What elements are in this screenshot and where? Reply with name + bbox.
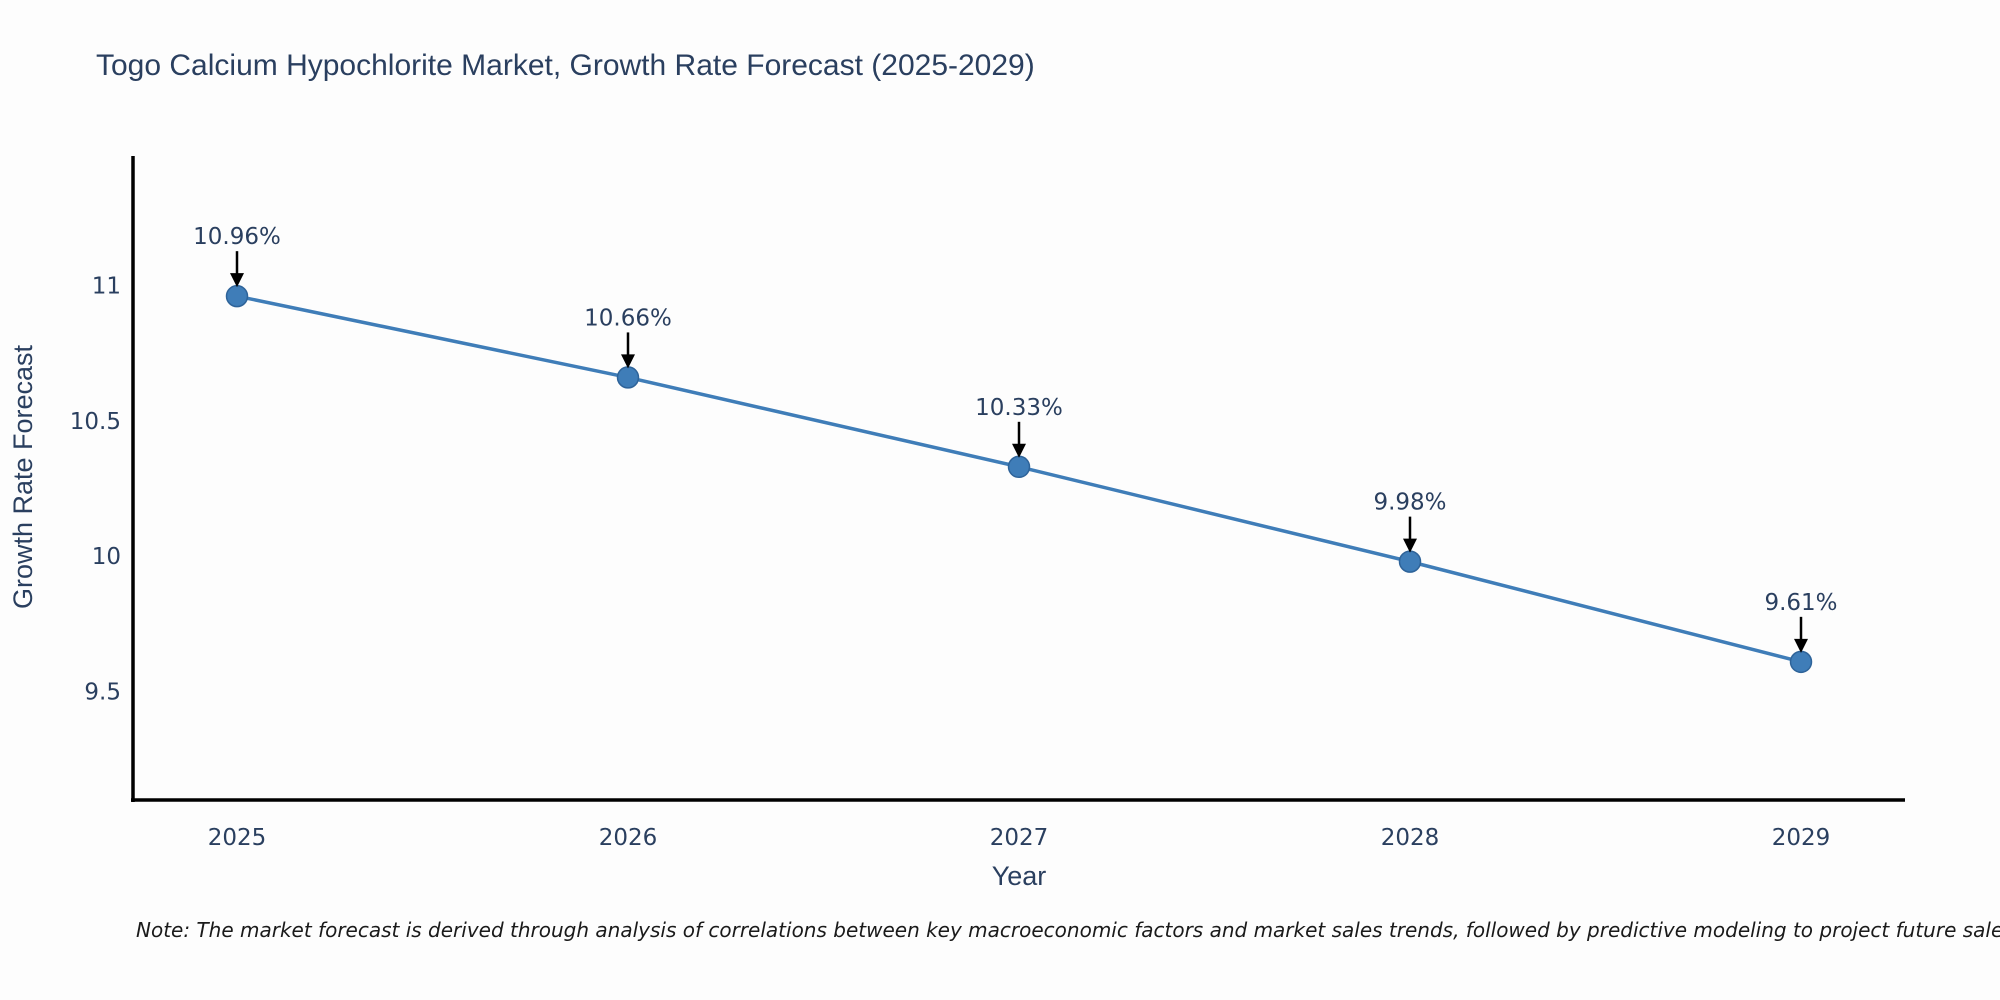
x-axis-title: Year bbox=[992, 861, 1047, 891]
annotation: 9.98% bbox=[1373, 490, 1447, 553]
annotation: 10.66% bbox=[584, 305, 672, 369]
y-tick-label: 9.5 bbox=[84, 680, 121, 706]
data-point bbox=[1398, 550, 1422, 573]
annotation: 10.33% bbox=[975, 395, 1063, 458]
annotation: 9.61% bbox=[1764, 590, 1838, 653]
data-point-label: 10.66% bbox=[584, 305, 672, 331]
annotation-arrowhead-icon bbox=[621, 354, 635, 369]
x-tick-label: 2025 bbox=[208, 825, 267, 851]
annotation-arrowhead-icon bbox=[230, 273, 244, 288]
data-point-label: 10.96% bbox=[193, 224, 281, 250]
data-point bbox=[1007, 455, 1031, 479]
y-tick-label: 10 bbox=[92, 544, 121, 570]
annotation-arrowhead-icon bbox=[1012, 443, 1026, 458]
annotation-arrowhead-icon bbox=[1403, 538, 1417, 553]
annotation-arrowhead-icon bbox=[1794, 638, 1808, 653]
data-point-label: 9.98% bbox=[1373, 490, 1446, 516]
data-point bbox=[1789, 650, 1813, 674]
x-tick-label: 2027 bbox=[990, 825, 1049, 851]
chart-title: Togo Calcium Hypochlorite Market, Growth… bbox=[96, 49, 1035, 82]
data-point-label: 9.61% bbox=[1764, 590, 1837, 616]
plot-area: 10.96% 10.66% 10.33% 9.98% 9.61% 11 10.5 10 9.5 2… bbox=[70, 224, 1838, 851]
x-tick-label: 2028 bbox=[1381, 825, 1440, 851]
data-point-label: 10.33% bbox=[975, 395, 1063, 421]
x-tick-label: 2029 bbox=[1772, 825, 1831, 851]
data-point bbox=[225, 284, 249, 308]
series-line bbox=[235, 294, 1803, 664]
x-tick-label: 2026 bbox=[599, 825, 658, 851]
y-tick-label: 10.5 bbox=[70, 409, 121, 435]
data-point bbox=[616, 366, 640, 389]
footnote: Note: The market forecast is derived thr… bbox=[136, 918, 2000, 942]
annotation: 10.96% bbox=[193, 224, 281, 288]
y-axis-title: Growth Rate Forecast bbox=[8, 344, 38, 609]
y-tick-label: 11 bbox=[92, 273, 121, 299]
